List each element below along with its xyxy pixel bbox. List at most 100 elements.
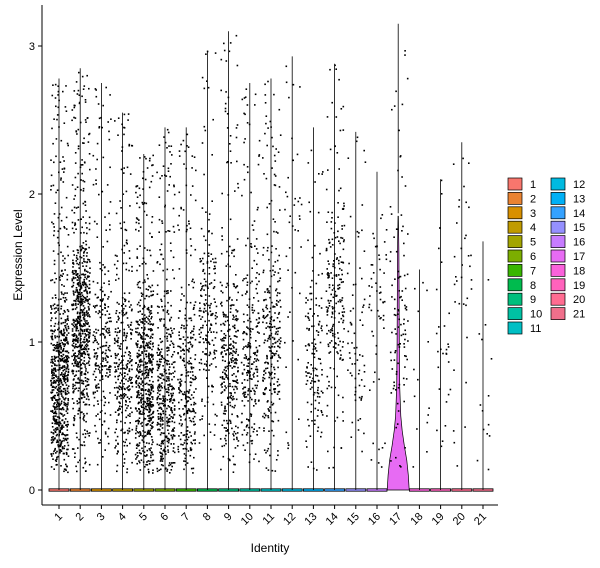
data-point bbox=[81, 226, 83, 229]
data-point bbox=[173, 398, 175, 401]
data-point bbox=[172, 361, 175, 364]
data-point bbox=[254, 453, 257, 455]
data-point bbox=[96, 356, 98, 358]
data-point bbox=[64, 343, 66, 345]
data-point bbox=[66, 323, 68, 325]
data-point bbox=[167, 230, 169, 232]
data-point bbox=[277, 450, 279, 452]
data-point bbox=[92, 341, 95, 344]
data-point bbox=[258, 280, 260, 283]
data-point bbox=[81, 353, 83, 356]
data-point bbox=[143, 333, 145, 336]
data-point bbox=[137, 402, 140, 405]
data-point bbox=[82, 418, 85, 420]
data-point bbox=[333, 287, 335, 290]
data-point bbox=[189, 419, 192, 422]
data-point bbox=[66, 357, 68, 360]
data-point bbox=[227, 328, 230, 331]
data-point bbox=[96, 236, 99, 238]
data-point bbox=[349, 310, 352, 312]
data-point bbox=[170, 316, 173, 319]
data-point bbox=[267, 361, 269, 364]
data-point bbox=[64, 387, 66, 390]
data-point bbox=[180, 207, 182, 210]
data-point bbox=[79, 316, 82, 319]
data-point bbox=[146, 167, 149, 169]
data-point bbox=[129, 401, 131, 403]
data-point bbox=[247, 359, 249, 361]
data-point bbox=[73, 415, 76, 417]
data-point bbox=[56, 402, 59, 404]
data-point bbox=[159, 263, 161, 266]
data-point bbox=[87, 383, 90, 386]
data-point bbox=[199, 260, 202, 263]
data-point bbox=[268, 290, 270, 292]
data-point bbox=[399, 275, 402, 278]
data-point bbox=[336, 375, 338, 378]
data-point bbox=[104, 306, 106, 309]
data-point bbox=[395, 228, 398, 230]
data-point bbox=[147, 429, 150, 432]
data-point bbox=[274, 160, 277, 162]
data-point bbox=[92, 305, 95, 307]
data-point bbox=[54, 402, 56, 404]
data-point bbox=[257, 359, 260, 362]
data-point bbox=[109, 374, 111, 376]
data-point bbox=[394, 351, 396, 354]
data-point bbox=[186, 390, 189, 393]
data-point bbox=[221, 382, 223, 385]
data-point bbox=[173, 435, 176, 437]
data-point bbox=[173, 405, 176, 407]
data-point bbox=[107, 306, 110, 308]
data-point bbox=[343, 328, 345, 330]
data-point bbox=[79, 417, 81, 419]
data-point bbox=[307, 343, 310, 346]
data-point bbox=[265, 387, 267, 389]
data-point bbox=[207, 252, 210, 255]
data-point bbox=[205, 211, 207, 213]
data-point bbox=[137, 320, 139, 323]
data-point bbox=[117, 353, 119, 355]
data-point bbox=[64, 389, 67, 392]
data-point bbox=[167, 441, 170, 444]
data-point bbox=[116, 260, 119, 262]
data-point bbox=[233, 434, 235, 437]
data-point bbox=[141, 394, 143, 397]
data-point bbox=[121, 248, 123, 251]
data-point bbox=[247, 371, 249, 374]
data-point bbox=[186, 411, 189, 414]
data-point bbox=[61, 284, 63, 286]
data-point bbox=[317, 211, 320, 214]
data-point bbox=[121, 387, 124, 390]
data-point bbox=[121, 405, 123, 408]
data-point bbox=[128, 377, 130, 380]
data-point bbox=[221, 445, 223, 448]
data-point bbox=[106, 368, 108, 371]
data-point bbox=[337, 394, 340, 397]
data-point bbox=[149, 361, 151, 363]
data-point bbox=[131, 376, 133, 379]
data-point bbox=[275, 327, 278, 330]
data-point bbox=[178, 334, 180, 337]
data-point bbox=[214, 356, 216, 359]
data-point bbox=[138, 386, 141, 389]
data-point bbox=[172, 417, 174, 419]
data-point bbox=[66, 448, 68, 451]
data-point bbox=[237, 366, 239, 369]
data-point bbox=[226, 127, 229, 129]
data-point bbox=[139, 226, 142, 228]
data-point bbox=[199, 341, 201, 344]
data-point bbox=[363, 250, 366, 252]
data-point bbox=[253, 423, 256, 425]
data-point bbox=[245, 396, 248, 398]
data-point bbox=[86, 353, 89, 356]
data-point bbox=[102, 298, 104, 300]
data-point bbox=[73, 90, 76, 92]
data-point bbox=[75, 228, 77, 230]
data-point bbox=[120, 397, 122, 400]
data-point bbox=[210, 448, 212, 451]
data-point bbox=[223, 381, 225, 383]
data-point bbox=[395, 333, 397, 335]
data-point bbox=[56, 376, 58, 378]
data-point bbox=[55, 311, 58, 313]
